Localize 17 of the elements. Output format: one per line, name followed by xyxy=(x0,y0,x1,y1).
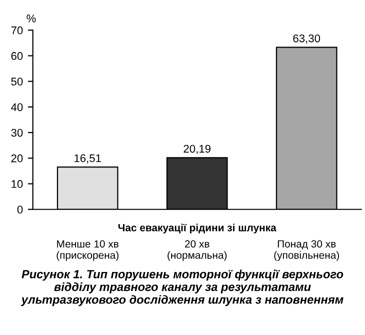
y-tick-label: 50 xyxy=(11,78,23,86)
data-label: 63,30 xyxy=(293,34,320,44)
data-label: 20,19 xyxy=(184,144,210,154)
y-tick-label: 60 xyxy=(11,52,23,60)
x-axis-title: Час евакуації рідини зі шлунка xyxy=(118,224,276,234)
x-tick-label: Менше 10 хв (прискорена) xyxy=(56,240,118,261)
text: Рисунок 1. Тип порушень моторної функції верхнього відділу травного каналу за результатами ультразвукового дослідження шлунка з наповненням xyxy=(20,270,344,306)
y-tick-label: 70 xyxy=(11,26,23,34)
y-tick-label: 40 xyxy=(11,103,23,112)
x-tick-label: 20 хв (нормальна) xyxy=(168,240,227,261)
y-axis-title: % xyxy=(26,14,36,22)
y-tick-label: 10 xyxy=(12,180,23,188)
y-tick-label: 20 xyxy=(11,154,23,162)
data-label: 16,51 xyxy=(74,154,101,164)
y-tick-label: 0 xyxy=(17,206,23,214)
x-tick-label: Понад 30 хв (уповільнена) xyxy=(274,240,339,261)
y-tick-label: 30 xyxy=(11,128,23,137)
